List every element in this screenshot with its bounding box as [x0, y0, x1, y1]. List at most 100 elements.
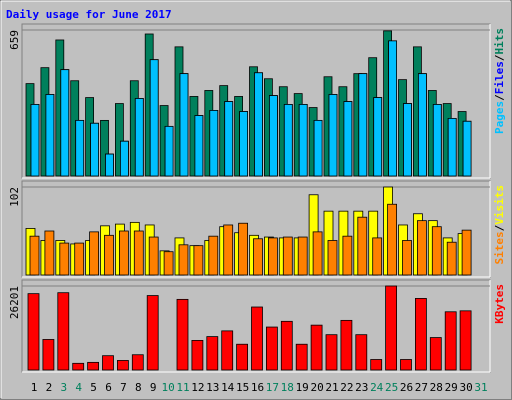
bar — [238, 222, 249, 276]
bar — [42, 339, 55, 371]
x-tick-label: 26 — [400, 381, 413, 394]
bar — [444, 311, 457, 371]
bar — [223, 224, 234, 276]
bar — [297, 236, 308, 276]
bar — [343, 101, 353, 177]
bar — [280, 320, 293, 371]
bar — [254, 72, 263, 177]
bar — [105, 153, 114, 177]
bar — [295, 343, 308, 371]
bar — [387, 203, 398, 276]
bar — [194, 115, 204, 177]
bar — [117, 360, 129, 371]
x-tick-label: 4 — [75, 381, 82, 394]
bar — [75, 119, 85, 177]
bar — [310, 324, 323, 371]
bar — [340, 319, 353, 371]
bar — [131, 354, 144, 371]
bar — [402, 240, 412, 276]
x-tick-label: 19 — [296, 381, 309, 394]
bar — [44, 230, 55, 276]
y-tick-label: 102 — [8, 187, 21, 207]
bar — [282, 236, 293, 276]
legend-entry: Files — [493, 61, 506, 94]
bar — [267, 237, 278, 276]
bar — [461, 229, 472, 276]
x-tick-label: 6 — [105, 381, 112, 394]
x-tick-label: 28 — [430, 381, 443, 394]
bar — [251, 306, 263, 371]
bar — [27, 293, 40, 371]
bar — [268, 95, 278, 177]
bar — [328, 94, 338, 177]
legend-entry: Visits — [493, 185, 506, 225]
bar — [89, 231, 99, 276]
x-tick-label: 3 — [60, 381, 67, 394]
x-tick-label: 24 — [370, 381, 384, 394]
x-tick-label: 9 — [150, 381, 157, 394]
x-tick-label: 13 — [206, 381, 219, 394]
legend-separator: / — [493, 54, 506, 61]
bar — [104, 234, 114, 276]
bar — [283, 104, 293, 177]
bar — [447, 117, 457, 177]
x-tick-label: 1 — [31, 381, 38, 394]
legend: KBytes — [493, 284, 506, 324]
x-tick-label: 30 — [459, 381, 472, 394]
x-tick-label: 27 — [415, 381, 428, 394]
bar — [60, 69, 70, 177]
bar — [45, 94, 55, 177]
bar — [72, 362, 85, 371]
bar — [208, 235, 219, 276]
x-tick-label: 11 — [176, 381, 189, 394]
x-tick-label: 31 — [474, 381, 487, 394]
bar — [446, 241, 457, 276]
bar — [372, 237, 383, 276]
bar — [236, 343, 249, 371]
bar — [417, 73, 427, 177]
bar — [403, 103, 412, 177]
bar — [312, 231, 323, 276]
y-tick-label: 659 — [8, 30, 21, 50]
bar — [30, 104, 40, 177]
legend-separator: / — [493, 224, 506, 231]
legend-entry: Pages — [493, 101, 506, 134]
x-tick-label: 25 — [385, 381, 398, 394]
x-tick-label: 8 — [135, 381, 142, 394]
x-tick-label: 29 — [445, 381, 458, 394]
x-tick-label: 16 — [251, 381, 264, 394]
x-tick-label: 21 — [325, 381, 338, 394]
bar — [74, 242, 85, 276]
bar — [355, 334, 368, 371]
x-tick-label: 15 — [236, 381, 249, 394]
bar — [90, 122, 99, 177]
bar — [253, 238, 263, 276]
x-tick-label: 22 — [340, 381, 353, 394]
x-tick-label: 18 — [281, 381, 294, 394]
x-tick-label: 5 — [90, 381, 97, 394]
bar — [325, 334, 338, 371]
bar — [370, 359, 383, 371]
bar — [209, 110, 219, 177]
bar — [163, 251, 174, 276]
bar — [400, 359, 412, 371]
bar — [432, 104, 442, 177]
legend-entry: Hits — [493, 28, 506, 55]
bar — [388, 40, 398, 177]
bar — [119, 230, 129, 276]
x-tick-label: 20 — [310, 381, 323, 394]
bar — [459, 310, 472, 371]
bar — [57, 292, 70, 371]
bar — [206, 336, 219, 371]
x-tick-label: 12 — [191, 381, 204, 394]
bar — [100, 119, 109, 177]
legend-entry: KBytes — [493, 284, 506, 324]
bar — [149, 59, 159, 177]
bar — [178, 244, 189, 276]
y-tick-label: 26201 — [8, 286, 21, 319]
x-tick-label: 10 — [161, 381, 174, 394]
bar — [221, 330, 234, 371]
bar — [134, 98, 144, 177]
legend-separator: / — [493, 94, 506, 101]
bar — [429, 337, 442, 371]
